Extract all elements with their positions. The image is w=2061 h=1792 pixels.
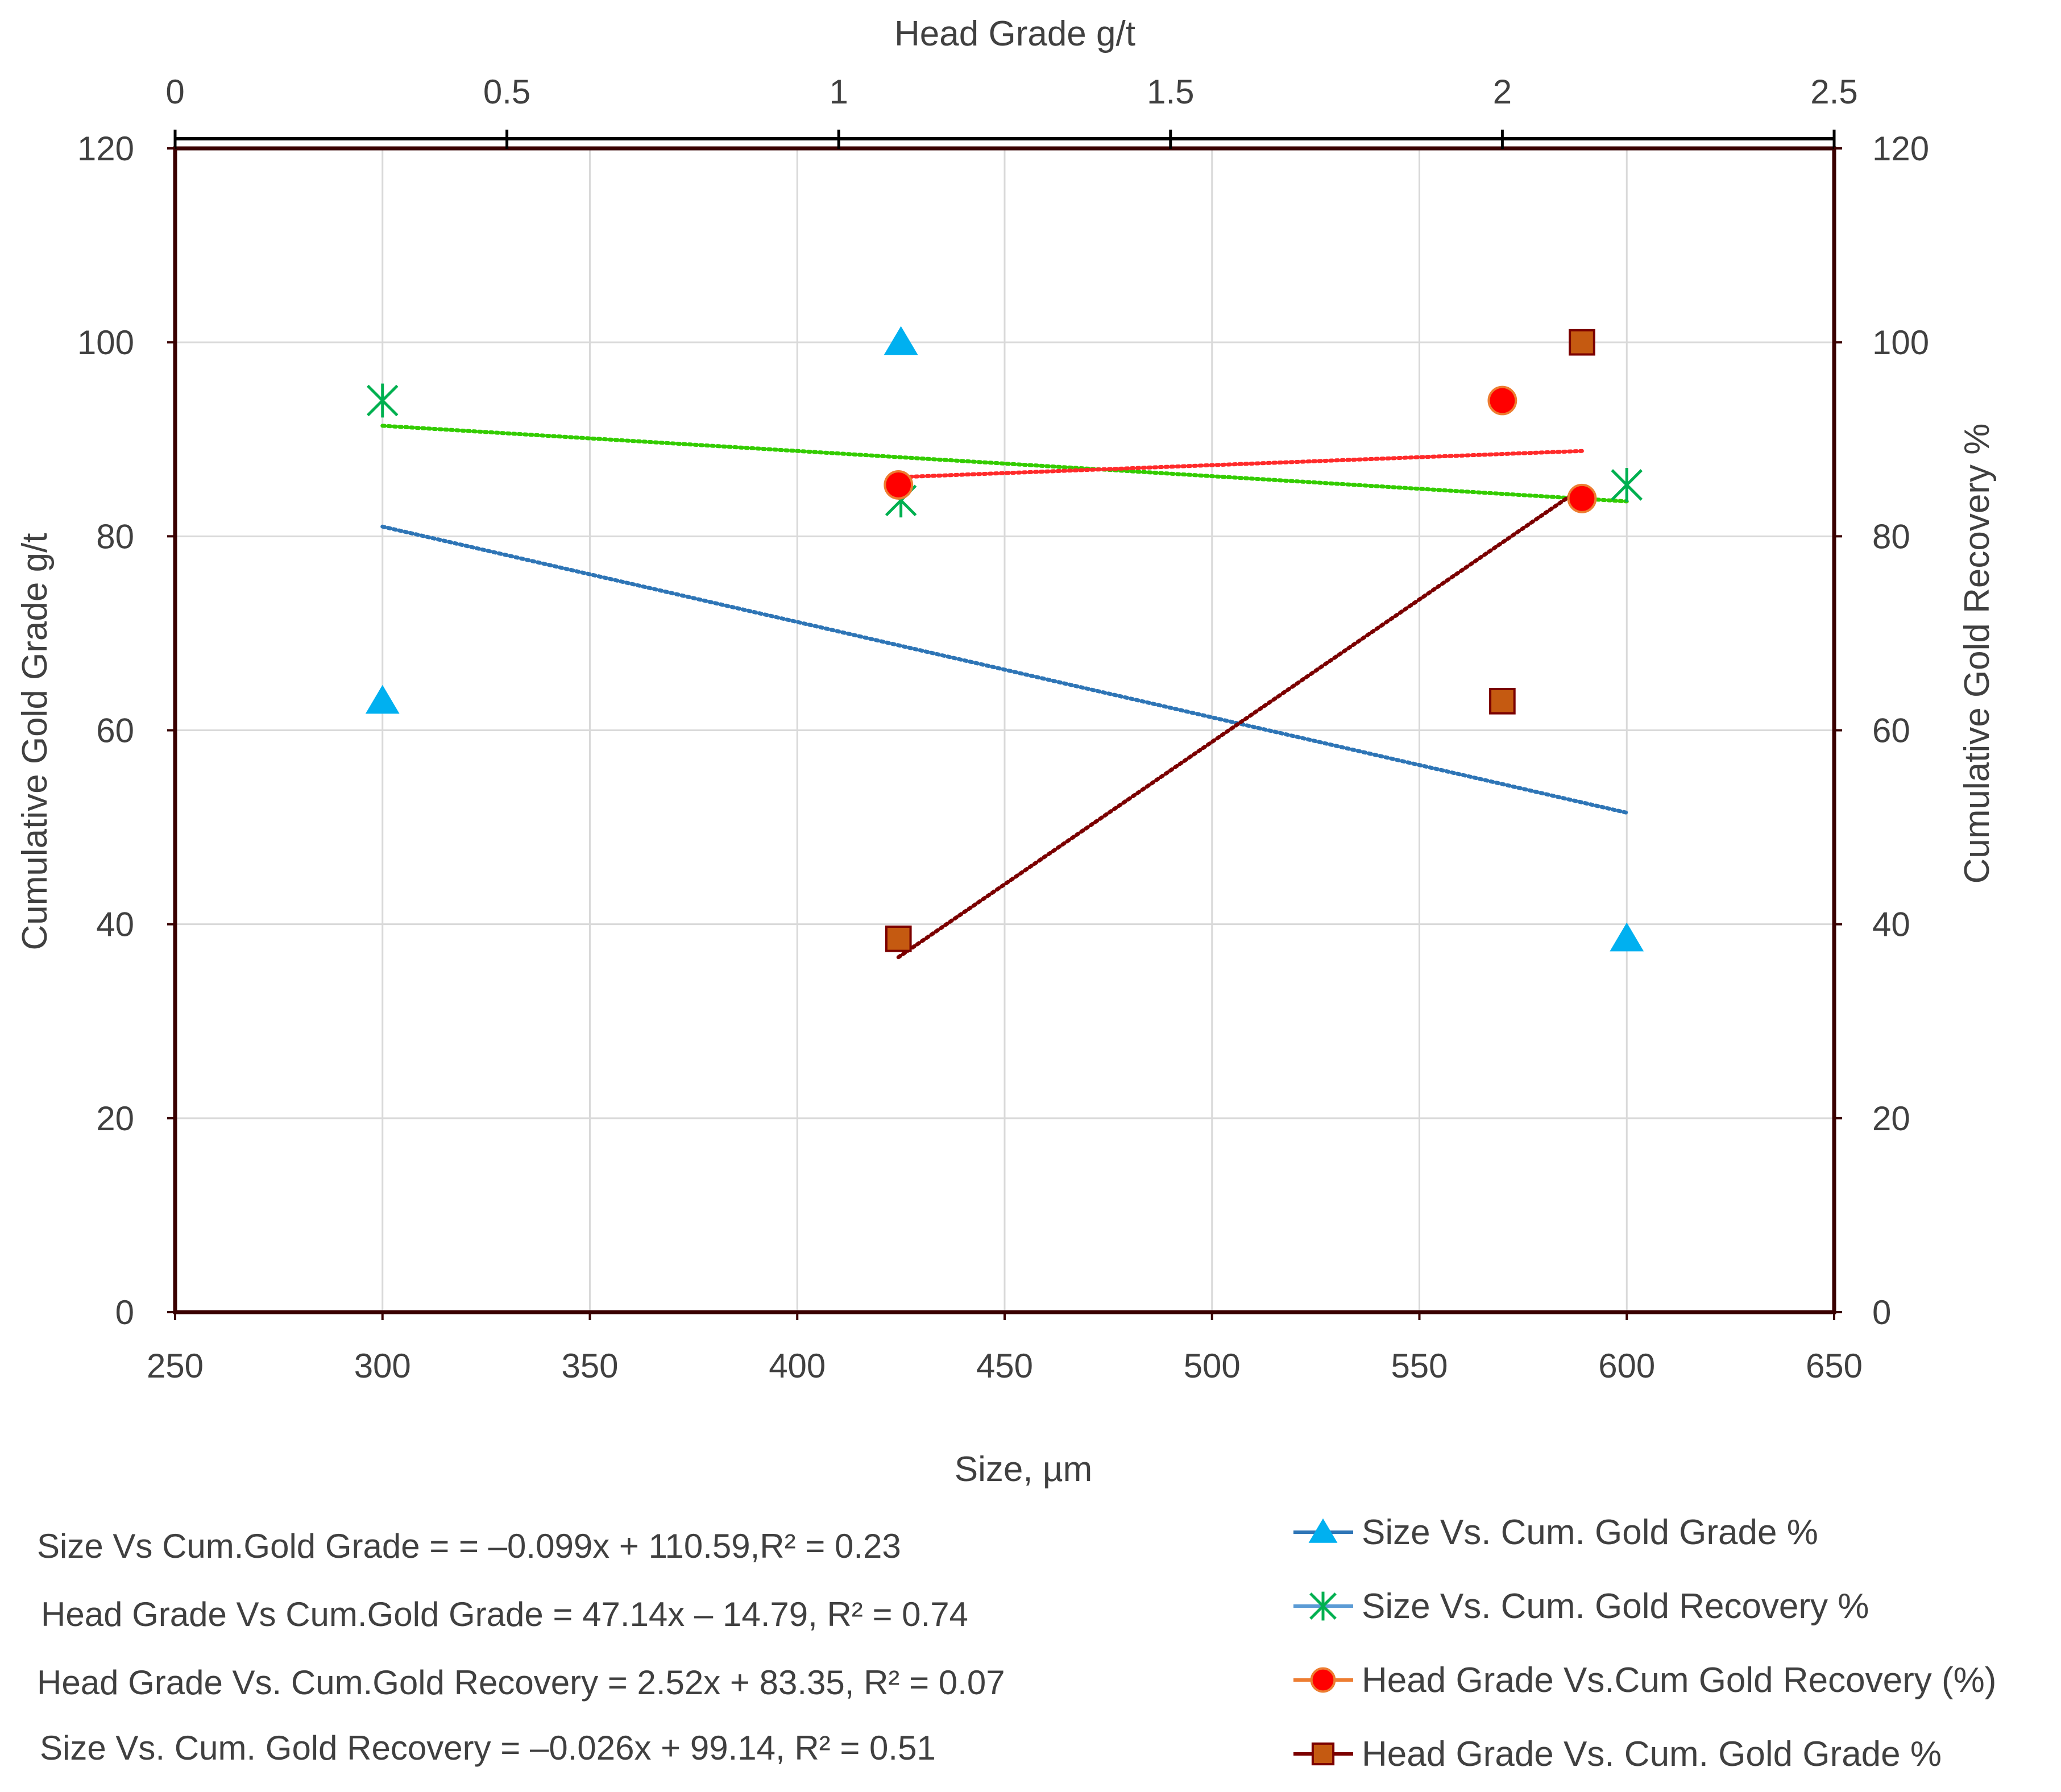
trendline	[380, 424, 1629, 504]
bottom-axis-tick-label: 600	[1598, 1347, 1655, 1385]
data-point	[1569, 329, 1595, 356]
right-axis-tick-label: 100	[1872, 323, 1929, 362]
top-axis-tick-label: 1.5	[1147, 73, 1194, 111]
data-point	[365, 685, 400, 714]
top-axis-tick-label: 0.5	[483, 73, 530, 111]
trendline-equation: Size Vs. Cum. Gold Recovery = –0.026x + …	[40, 1729, 936, 1767]
legend-label: Head Grade Vs. Cum. Gold Grade %	[1362, 1735, 1942, 1774]
left-axis-tick-label: 0	[115, 1293, 134, 1331]
legend-label: Head Grade Vs.Cum Gold Recovery (%)	[1362, 1661, 1996, 1700]
right-axis-tick-label: 0	[1872, 1293, 1891, 1331]
bottom-axis-tick-label: 450	[976, 1347, 1033, 1385]
bottom-axis-tick-label: 500	[1184, 1347, 1241, 1385]
left-axis-tick-label: 120	[77, 130, 134, 168]
bottom-axis-tick-label: 350	[561, 1347, 618, 1385]
data-point	[1487, 385, 1517, 416]
bottom-axis-tick-label: 550	[1391, 1347, 1448, 1385]
legend-label: Size Vs. Cum. Gold Grade %	[1362, 1513, 1818, 1552]
left-axis-tick-label: 40	[96, 906, 134, 944]
trendline-equation: Size Vs Cum.Gold Grade = = –0.099x + 110…	[37, 1527, 901, 1565]
trendline-equation: Head Grade Vs Cum.Gold Grade = 47.14x – …	[41, 1595, 968, 1633]
top-axis-tick-label: 0	[165, 73, 184, 111]
trendline	[380, 524, 1629, 815]
right-axis-title: Cumulative Gold Recovery %	[1958, 424, 1997, 884]
right-axis-tick-label: 20	[1872, 1100, 1910, 1138]
top-axis-tick-label: 1	[830, 73, 848, 111]
legend-marker	[1311, 1742, 1335, 1766]
legend-label: Size Vs. Cum. Gold Recovery %	[1362, 1587, 1869, 1626]
bottom-axis-tick-label: 300	[354, 1347, 411, 1385]
left-axis-tick-label: 80	[96, 517, 134, 555]
bottom-axis-tick-label: 650	[1806, 1347, 1863, 1385]
data-point	[1611, 468, 1643, 502]
data-point	[884, 326, 918, 355]
data-point	[1567, 483, 1597, 513]
top-axis-tick-label: 2.5	[1810, 73, 1857, 111]
data-point	[1610, 922, 1644, 952]
bottom-axis-title: Size, µm	[955, 1450, 1092, 1489]
top-axis-tick-label: 2	[1493, 73, 1512, 111]
trendline-equation: Head Grade Vs. Cum.Gold Recovery = 2.52x…	[37, 1664, 1005, 1702]
data-point	[1489, 688, 1516, 715]
left-axis-title: Cumulative Gold Grade g/t	[15, 533, 55, 950]
trendline	[896, 486, 1584, 960]
left-axis-tick-label: 100	[77, 323, 134, 362]
legend-marker	[1308, 1518, 1338, 1543]
data-point	[885, 925, 912, 952]
legend-marker	[1310, 1667, 1336, 1693]
bottom-axis-tick-label: 400	[769, 1347, 826, 1385]
right-axis-tick-label: 80	[1872, 517, 1910, 555]
right-axis-tick-label: 120	[1872, 130, 1929, 168]
trendline	[896, 449, 1584, 479]
data-point	[884, 470, 914, 500]
bottom-axis-tick-label: 250	[147, 1347, 204, 1385]
legend-marker	[1309, 1591, 1337, 1621]
right-axis-tick-label: 60	[1872, 712, 1910, 750]
top-axis-title: Head Grade g/t	[894, 14, 1135, 53]
data-point	[366, 383, 399, 418]
left-axis-tick-label: 60	[96, 712, 134, 750]
right-axis-tick-label: 40	[1872, 906, 1910, 944]
left-axis-tick-label: 20	[96, 1100, 134, 1138]
